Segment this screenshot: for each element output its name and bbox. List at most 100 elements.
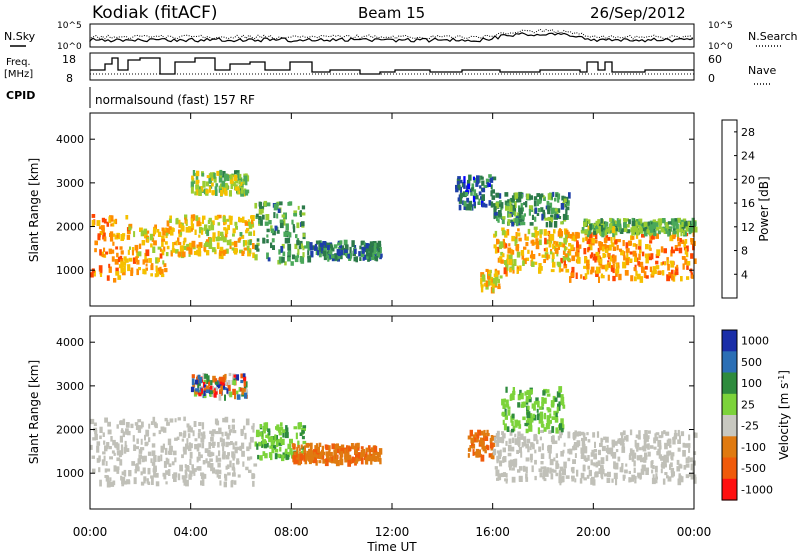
scatter-cell bbox=[502, 216, 506, 220]
scatter-cell bbox=[94, 433, 98, 441]
scatter-cell bbox=[210, 380, 213, 386]
scatter-cell bbox=[550, 269, 555, 273]
scatter-cell bbox=[212, 236, 216, 242]
scatter-cell bbox=[628, 219, 631, 225]
scatter-cell bbox=[250, 215, 254, 219]
scatter-cell bbox=[226, 433, 230, 440]
scatter-cell bbox=[207, 449, 211, 457]
scatter-cell bbox=[590, 266, 595, 273]
scatter-cell bbox=[475, 448, 479, 453]
scatter-cell bbox=[563, 264, 568, 269]
scatter-cell bbox=[644, 430, 648, 436]
scatter-cell bbox=[371, 454, 376, 462]
scatter-cell bbox=[159, 248, 163, 252]
scatter-cell bbox=[92, 437, 97, 441]
scatter-cell bbox=[221, 431, 224, 437]
scatter-cell bbox=[144, 434, 146, 441]
scatter-cell bbox=[670, 452, 675, 457]
scatter-cell bbox=[511, 413, 515, 419]
scatter-cell bbox=[513, 211, 517, 217]
scatter-cell bbox=[527, 405, 530, 410]
scatter-cell bbox=[581, 437, 584, 442]
scatter-cell bbox=[295, 432, 298, 440]
scatter-cell bbox=[467, 435, 472, 440]
scatter-cell bbox=[293, 426, 298, 430]
scatter-cell bbox=[164, 241, 168, 245]
scatter-cell bbox=[486, 429, 489, 435]
scatter-cell bbox=[291, 443, 295, 447]
scatter-cell bbox=[305, 453, 308, 461]
scatter-cell bbox=[328, 450, 331, 457]
scatter-cell bbox=[247, 239, 252, 246]
scatter-cell bbox=[538, 239, 542, 246]
scatter-cell bbox=[495, 202, 499, 208]
scatter-cell bbox=[663, 261, 666, 266]
scatter-cell bbox=[270, 225, 273, 232]
scatter-cell bbox=[340, 245, 344, 250]
scatter-cell bbox=[263, 200, 268, 207]
scatter-cell bbox=[626, 229, 631, 234]
scatter-cell bbox=[223, 173, 228, 180]
scatter-cell bbox=[117, 256, 121, 263]
scatter-cell bbox=[509, 268, 512, 273]
scatter-cell bbox=[557, 231, 561, 237]
scatter-cell bbox=[127, 249, 130, 255]
scatter-cell bbox=[516, 251, 521, 258]
scatter-cell bbox=[197, 432, 201, 439]
scatter-cell bbox=[621, 443, 625, 450]
scatter-cell bbox=[228, 190, 232, 197]
scatter-cell bbox=[586, 238, 591, 245]
scatter-cell bbox=[169, 229, 174, 236]
scatter-cell bbox=[96, 441, 101, 446]
scatter-cell bbox=[285, 425, 288, 431]
scatter-cell bbox=[303, 445, 306, 452]
scatter-cell bbox=[527, 249, 530, 254]
scatter-cell bbox=[144, 231, 148, 239]
scatter-cell bbox=[617, 456, 621, 462]
scatter-cell bbox=[215, 420, 220, 426]
scatter-cell bbox=[267, 433, 270, 439]
scatter-cell bbox=[679, 228, 684, 233]
scatter-cell bbox=[153, 227, 157, 235]
scatter-cell bbox=[576, 241, 579, 248]
scatter-cell bbox=[185, 220, 188, 225]
scatter-cell bbox=[598, 276, 600, 283]
scatter-cell bbox=[631, 217, 634, 222]
scatter-cell bbox=[337, 242, 341, 246]
scatter-cell bbox=[377, 252, 381, 258]
scatter-cell bbox=[99, 435, 102, 440]
scatter-cell bbox=[182, 432, 186, 438]
scatter-cell bbox=[214, 431, 219, 435]
scatter-cell bbox=[551, 468, 554, 473]
scatter-cell bbox=[600, 437, 603, 445]
scatter-cell bbox=[684, 239, 688, 244]
scatter-cell bbox=[332, 455, 335, 461]
scatter-cell bbox=[670, 454, 674, 459]
scatter-cell bbox=[272, 245, 275, 250]
scatter-cell bbox=[153, 240, 157, 246]
scatter-cell bbox=[643, 222, 647, 227]
colorbar-swatch bbox=[722, 436, 737, 459]
scatter-cell bbox=[479, 430, 484, 436]
scatter-cell bbox=[220, 183, 223, 187]
scatter-cell bbox=[595, 461, 599, 468]
scatter-cell bbox=[580, 274, 583, 279]
scatter-cell bbox=[546, 253, 549, 261]
scatter-cell bbox=[634, 478, 637, 484]
scatter-cell bbox=[574, 478, 577, 483]
scatter-cell bbox=[116, 466, 120, 471]
scatter-cell bbox=[315, 454, 319, 458]
scatter-cell bbox=[666, 274, 671, 282]
scatter-cell bbox=[324, 459, 329, 467]
scatter-cell bbox=[480, 196, 483, 200]
scatter-cell bbox=[528, 209, 531, 216]
scatter-cell bbox=[244, 432, 247, 440]
scatter-cell bbox=[584, 221, 587, 227]
scatter-cell bbox=[553, 229, 556, 234]
scatter-cell bbox=[239, 445, 243, 451]
scatter-cell bbox=[368, 449, 372, 456]
scatter-cell bbox=[685, 245, 689, 252]
scatter-cell bbox=[206, 250, 210, 256]
scatter-cell bbox=[485, 268, 489, 272]
